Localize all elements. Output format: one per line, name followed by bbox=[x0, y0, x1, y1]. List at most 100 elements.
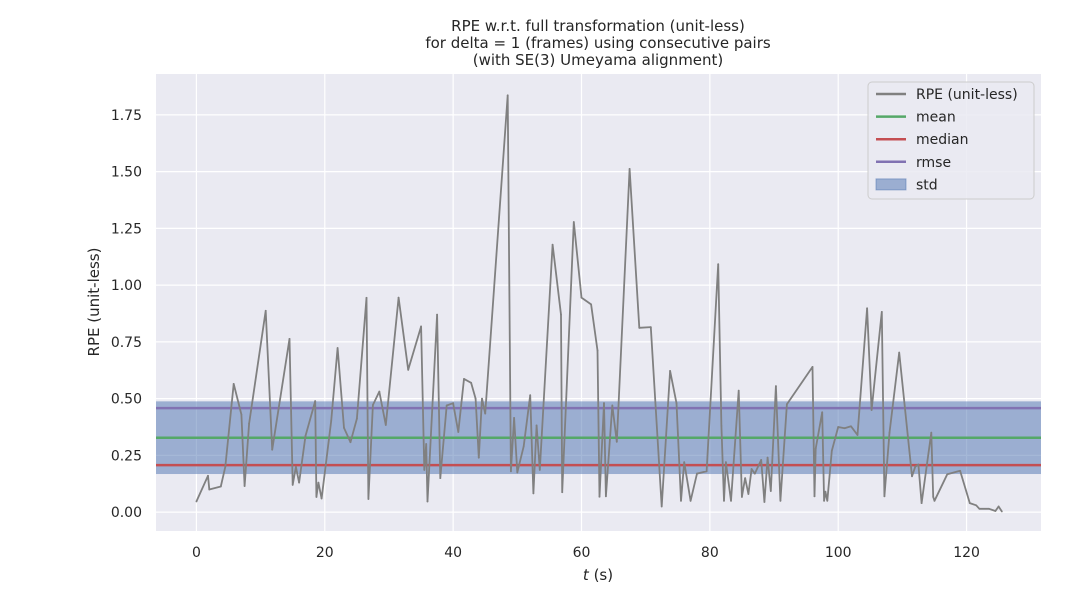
rpe-data-point bbox=[291, 484, 294, 486]
y-tick-label: 1.00 bbox=[111, 278, 142, 294]
x-axis-label: t (s) bbox=[583, 566, 613, 584]
rpe-data-point bbox=[775, 385, 777, 388]
rpe-data-point bbox=[248, 422, 250, 425]
rpe-data-point bbox=[649, 326, 652, 329]
legend-label: median bbox=[916, 132, 968, 148]
rpe-data-point bbox=[932, 496, 935, 498]
rpe-data-point bbox=[397, 296, 400, 299]
rpe-data-point bbox=[837, 426, 840, 428]
rpe-data-point bbox=[975, 504, 978, 507]
rpe-data-point bbox=[355, 417, 358, 420]
rpe-data-point bbox=[917, 463, 920, 466]
x-tick-label: 60 bbox=[573, 545, 591, 561]
rpe-data-point bbox=[240, 413, 243, 416]
rpe-data-point bbox=[717, 263, 720, 266]
rpe-data-point bbox=[470, 381, 473, 384]
rpe-data-point bbox=[572, 221, 575, 223]
rpe-data-point bbox=[737, 389, 740, 392]
legend-label: rmse bbox=[916, 155, 951, 171]
chart-title-line-2: for delta = 1 (frames) using consecutive… bbox=[425, 34, 771, 52]
rpe-data-point bbox=[959, 469, 962, 472]
rpe-data-point bbox=[824, 490, 827, 493]
rpe-data-point bbox=[219, 485, 222, 488]
rpe-data-point bbox=[611, 404, 614, 407]
y-tick-labels: 0.00 0.25 0.50 0.75 1.00 1.25 1.50 1.75 bbox=[111, 108, 142, 521]
rpe-data-point bbox=[298, 481, 301, 484]
y-tick-label: 0.25 bbox=[111, 448, 142, 464]
legend-swatch bbox=[875, 178, 907, 191]
rpe-data-point bbox=[813, 495, 816, 498]
rpe-data-point bbox=[968, 502, 971, 504]
rpe-series-points bbox=[195, 94, 1003, 513]
rpe-data-point bbox=[320, 497, 323, 500]
rpe-data-point bbox=[532, 492, 535, 495]
rpe-data-point bbox=[753, 472, 756, 475]
rpe-data-point bbox=[372, 404, 374, 406]
rpe-data-point bbox=[723, 499, 725, 502]
rpe-data-point bbox=[988, 507, 990, 510]
x-tick-label: 80 bbox=[701, 545, 719, 561]
rpe-data-point bbox=[330, 419, 333, 422]
rpe-data-point bbox=[551, 243, 554, 246]
rpe-data-point bbox=[207, 474, 209, 477]
rpe-data-point bbox=[420, 325, 422, 328]
rpe-data-point bbox=[604, 495, 607, 498]
rpe-data-point bbox=[747, 493, 750, 495]
rpe-data-point bbox=[680, 499, 682, 502]
rpe-data-point bbox=[232, 382, 235, 385]
rpe-data-point bbox=[766, 456, 769, 459]
x-axis-label-italic: t bbox=[583, 566, 590, 584]
rpe-data-point bbox=[997, 505, 1000, 508]
rpe-data-point bbox=[856, 434, 859, 436]
rpe-data-point bbox=[295, 465, 297, 468]
rpe-data-point bbox=[930, 431, 933, 434]
rpe-data-point bbox=[343, 427, 345, 429]
rpe-data-point bbox=[720, 424, 723, 427]
rpe-data-point bbox=[994, 510, 997, 512]
rpe-data-point bbox=[779, 499, 782, 502]
x-axis-label-rest: (s) bbox=[589, 566, 613, 584]
rpe-data-point bbox=[349, 441, 352, 444]
chart-title-line-1: RPE w.r.t. full transformation (unit-les… bbox=[451, 17, 745, 35]
rpe-data-point bbox=[946, 473, 949, 476]
rpe-data-point bbox=[603, 402, 605, 405]
x-tick-label: 120 bbox=[953, 545, 980, 561]
rpe-data-point bbox=[407, 368, 410, 371]
x-tick-label: 100 bbox=[825, 545, 852, 561]
rpe-data-point bbox=[724, 461, 727, 464]
rpe-data-point bbox=[452, 402, 455, 405]
legend-box bbox=[867, 81, 1035, 200]
rpe-data-point bbox=[426, 500, 429, 503]
rpe-data-point bbox=[445, 404, 448, 407]
rpe-data-point bbox=[696, 472, 698, 475]
rpe-data-point bbox=[516, 471, 519, 474]
rpe-data-point bbox=[850, 425, 852, 428]
rpe-data-point bbox=[208, 488, 211, 491]
rpe-data-point bbox=[615, 440, 618, 443]
y-tick-label: 1.50 bbox=[111, 165, 142, 181]
rpe-data-point bbox=[914, 465, 917, 468]
rpe-data-point bbox=[288, 338, 291, 340]
rpe-data-point bbox=[1000, 510, 1003, 513]
rpe-data-point bbox=[535, 424, 538, 427]
rpe-data-point bbox=[457, 431, 460, 433]
rpe-data-point bbox=[826, 499, 829, 502]
legend-label: mean bbox=[916, 110, 956, 126]
rpe-data-point bbox=[883, 495, 886, 498]
rpe-data-point bbox=[314, 400, 317, 403]
rpe-data-point bbox=[384, 424, 387, 426]
y-axis-label: RPE (unit-less) bbox=[85, 248, 103, 357]
rpe-data-point bbox=[814, 447, 817, 450]
rpe-data-point bbox=[660, 505, 663, 508]
rpe-data-point bbox=[741, 496, 743, 498]
chart-title-line-3: (with SE(3) Umeyama alignment) bbox=[473, 51, 724, 69]
rpe-data-point bbox=[811, 365, 814, 368]
y-tick-label: 1.75 bbox=[111, 108, 142, 124]
rpe-data-point bbox=[336, 347, 339, 349]
rpe-data-point bbox=[898, 351, 901, 354]
rpe-data-point bbox=[978, 507, 981, 510]
rpe-data-point bbox=[705, 470, 708, 473]
rpe-data-point bbox=[920, 502, 923, 504]
rpe-data-point bbox=[870, 409, 873, 411]
rpe-data-point bbox=[425, 443, 428, 445]
